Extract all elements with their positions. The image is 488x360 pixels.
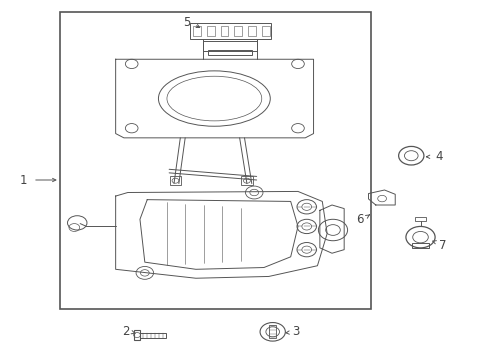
Bar: [414, 217, 426, 221]
Text: 5: 5: [183, 16, 190, 29]
Bar: [262, 26, 269, 36]
Bar: [220, 26, 228, 36]
Bar: [169, 176, 181, 185]
Bar: [411, 243, 428, 248]
Text: 7: 7: [438, 239, 446, 252]
Bar: [269, 325, 276, 338]
Bar: [193, 26, 201, 36]
Bar: [203, 41, 256, 51]
Bar: [140, 333, 165, 338]
Bar: [206, 26, 214, 36]
Text: 6: 6: [356, 213, 363, 226]
Text: 4: 4: [434, 150, 442, 163]
Bar: [133, 330, 140, 340]
Text: 3: 3: [291, 325, 299, 338]
Bar: [189, 23, 271, 39]
Bar: [60, 12, 370, 309]
Bar: [248, 26, 255, 36]
Bar: [234, 26, 242, 36]
Bar: [241, 176, 252, 185]
Bar: [207, 50, 251, 55]
Text: 2: 2: [122, 325, 129, 338]
Text: 1: 1: [20, 174, 27, 186]
